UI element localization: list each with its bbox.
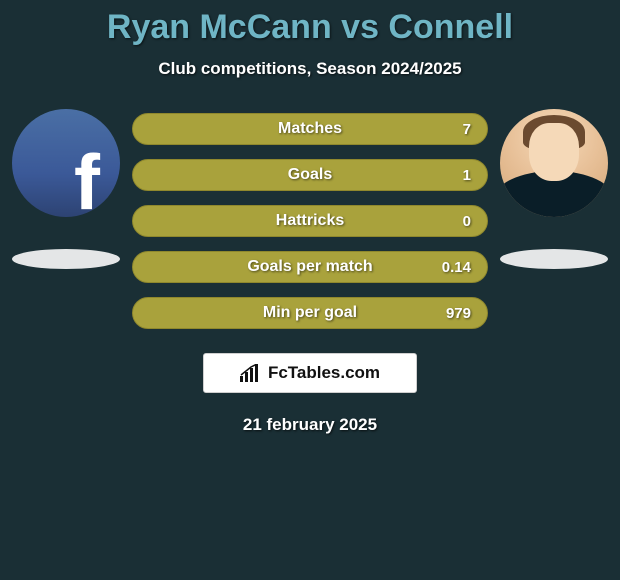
facebook-icon: f (74, 143, 100, 217)
stat-row-min-per-goal: Min per goal 979 (132, 297, 488, 329)
bar-chart-icon (240, 364, 262, 382)
stat-value: 1 (463, 167, 471, 184)
stat-value: 979 (446, 305, 471, 322)
player-right-shadow (500, 249, 608, 269)
player-left-column: f (12, 109, 120, 269)
page-title: Ryan McCann vs Connell (0, 8, 620, 47)
stat-row-matches: Matches 7 (132, 113, 488, 145)
stats-bars: Matches 7 Goals 1 Hattricks 0 Goals per … (132, 113, 488, 329)
stat-row-goals: Goals 1 (132, 159, 488, 191)
comparison-row: f Matches 7 Goals 1 Hattricks 0 Goals pe… (0, 109, 620, 329)
stat-value: 0.14 (442, 259, 471, 276)
player-right-column (500, 109, 608, 269)
infographic-container: Ryan McCann vs Connell Club competitions… (0, 0, 620, 435)
player-left-avatar: f (12, 109, 120, 217)
player-right-avatar (500, 109, 608, 217)
stat-value: 0 (463, 213, 471, 230)
avatar-head-shape (529, 123, 579, 181)
stat-label: Goals (288, 166, 332, 184)
player-left-shadow (12, 249, 120, 269)
stat-row-hattricks: Hattricks 0 (132, 205, 488, 237)
stat-row-goals-per-match: Goals per match 0.14 (132, 251, 488, 283)
page-subtitle: Club competitions, Season 2024/2025 (0, 59, 620, 79)
source-logo-text: FcTables.com (268, 363, 380, 383)
date-text: 21 february 2025 (0, 415, 620, 435)
stat-label: Min per goal (263, 304, 357, 322)
source-logo: FcTables.com (203, 353, 417, 393)
stat-value: 7 (463, 121, 471, 138)
stat-label: Hattricks (276, 212, 344, 230)
stat-label: Matches (278, 120, 342, 138)
stat-label: Goals per match (247, 258, 372, 276)
